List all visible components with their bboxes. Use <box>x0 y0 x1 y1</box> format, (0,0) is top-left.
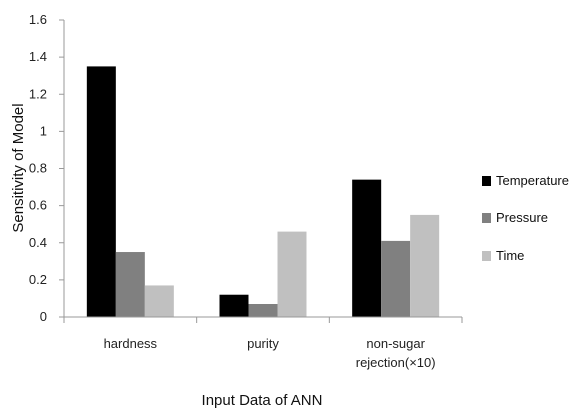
legend-swatch-pressure <box>482 213 491 223</box>
bar-temperature-0 <box>86 66 116 317</box>
y-tick-label: 1.2 <box>29 86 47 101</box>
legend-label-pressure: Pressure <box>496 210 548 225</box>
x-category-label: hardness <box>104 336 158 351</box>
x-category-label: non-sugar <box>366 336 425 351</box>
y-ticks: 0 0.2 0.4 0.6 0.8 1 1.2 1.4 1.6 <box>29 12 64 324</box>
x-category-labels: hardness purity non-sugar rejection(×10) <box>63 317 463 370</box>
y-tick-label: 1.4 <box>29 49 47 64</box>
x-axis-title: Input Data of ANN <box>202 392 323 409</box>
y-tick-label: 0.4 <box>29 235 47 250</box>
bar-pressure-2 <box>381 240 411 317</box>
bar-pressure-0 <box>115 252 145 317</box>
bar-temperature-1 <box>219 294 249 317</box>
x-category-label: purity <box>247 336 279 351</box>
bar-time-0 <box>144 285 174 317</box>
y-axis-title: Sensitivity of Model <box>10 103 27 232</box>
y-tick-label: 0.8 <box>29 161 47 176</box>
legend: Temperature Pressure Time <box>482 173 569 263</box>
y-tick-label: 0.2 <box>29 272 47 287</box>
legend-swatch-time <box>482 251 491 261</box>
y-tick-label: 0 <box>40 309 47 324</box>
legend-label-time: Time <box>496 248 524 263</box>
bar-temperature-2 <box>352 179 382 317</box>
bar-pressure-1 <box>248 304 278 317</box>
legend-swatch-temperature <box>482 176 491 186</box>
bar-time-1 <box>277 231 307 317</box>
legend-label-temperature: Temperature <box>496 173 569 188</box>
y-tick-label: 1.6 <box>29 12 47 27</box>
x-category-label: rejection(×10) <box>356 355 436 370</box>
y-tick-label: 0.6 <box>29 198 47 213</box>
y-tick-label: 1 <box>40 123 47 138</box>
bars-layer <box>86 66 440 317</box>
bar-time-2 <box>410 214 440 317</box>
